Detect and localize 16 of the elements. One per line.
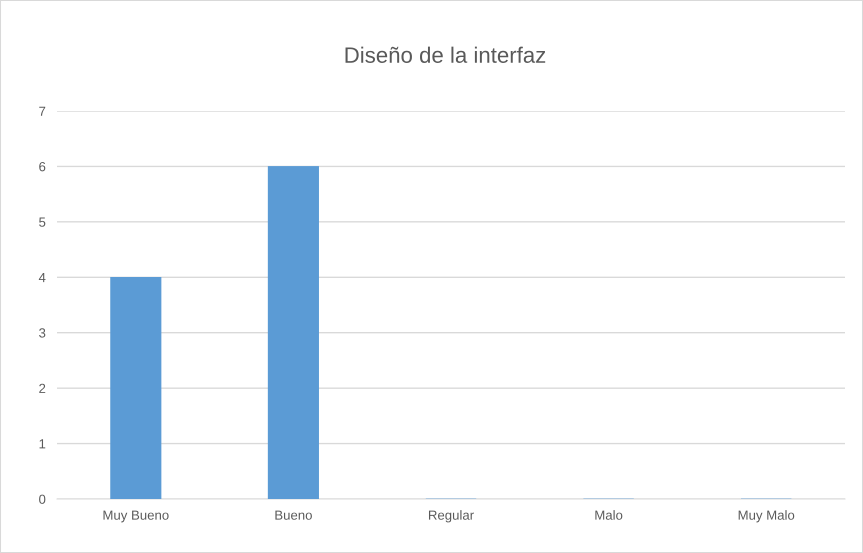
x-tick-label: Muy Bueno (104, 510, 169, 522)
y-tick-label: 1 (40, 439, 46, 448)
bar (268, 166, 319, 499)
y-tick-label: 6 (39, 162, 46, 172)
x-tick-label: Malo (595, 510, 622, 520)
x-tick-label: Muy Malo (738, 510, 794, 522)
y-tick-label: 5 (39, 218, 46, 227)
x-tick-label: Bueno (275, 510, 312, 520)
y-tick-label: 0 (39, 494, 46, 504)
bar (110, 276, 162, 499)
y-tick-label: 2 (39, 384, 46, 393)
x-tick-label: Regular (428, 510, 474, 522)
y-tick-label: 3 (39, 328, 46, 338)
chart-title: Diseño de la interfaz (346, 46, 546, 63)
y-tick-label: 4 (38, 272, 46, 282)
y-tick-label: 7 (39, 106, 46, 116)
